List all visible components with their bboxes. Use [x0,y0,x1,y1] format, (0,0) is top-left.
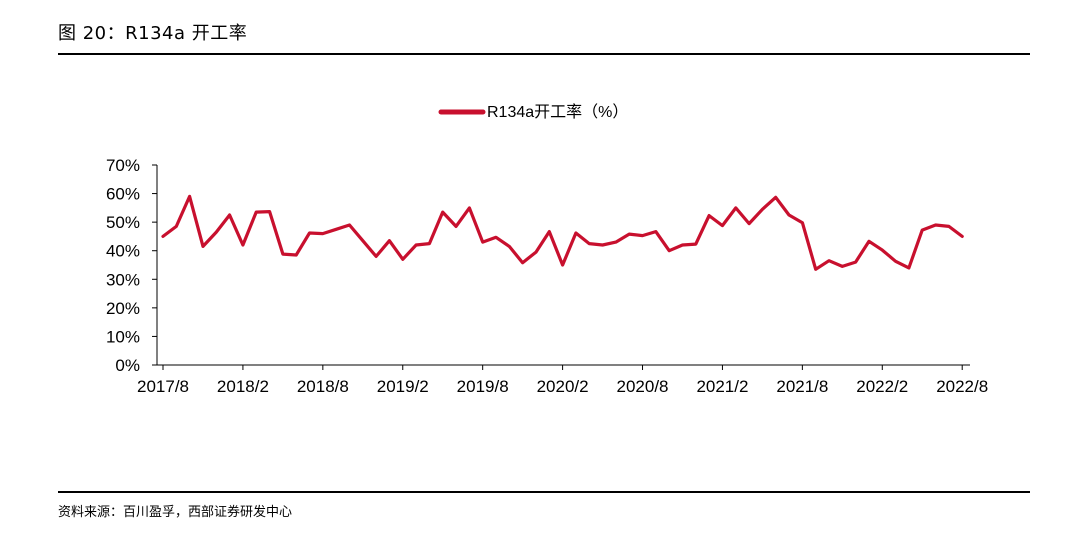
x-tick-label: 2018/2 [217,377,269,396]
top-rule [58,53,1030,55]
series-group [161,194,964,271]
y-tick-label: 60% [106,185,140,204]
y-tick-label: 40% [106,242,140,261]
source-note: 资料来源：百川盈孚，西部证券研发中心 [58,505,293,520]
x-tick-label: 2022/8 [936,377,988,396]
x-tick-label: 2021/2 [696,377,748,396]
figure-title: 图 20：R134a 开工率 [58,23,248,44]
bottom-rule [58,491,1030,493]
x-tick-label: 2020/2 [537,377,589,396]
y-tick-label: 70% [106,156,140,175]
y-tick-label: 20% [106,299,140,318]
x-tick-label: 2019/2 [377,377,429,396]
series-line [161,194,964,271]
x-tick-label: 2019/8 [457,377,509,396]
y-tick-label: 30% [106,270,140,289]
x-axis: 2017/8 2018/2 2018/8 2019/2 2019/8 2020/2 2020… [137,364,988,396]
x-tick-label: 2018/8 [297,377,349,396]
x-tick-label: 2017/8 [137,377,189,396]
y-tick-label: 10% [106,327,140,346]
y-axis: 0% 10% 20% 30% 40% 50% 60% 70% [106,156,158,375]
x-tick-label: 2021/8 [776,377,828,396]
x-tick-label: 2020/8 [617,377,669,396]
x-tick-label: 2022/2 [856,377,908,396]
legend: R134a开工率（%） [438,103,628,121]
y-tick-label: 0% [115,356,140,375]
y-tick-label: 50% [106,213,140,232]
legend-label: R134a开工率（%） [487,103,628,121]
